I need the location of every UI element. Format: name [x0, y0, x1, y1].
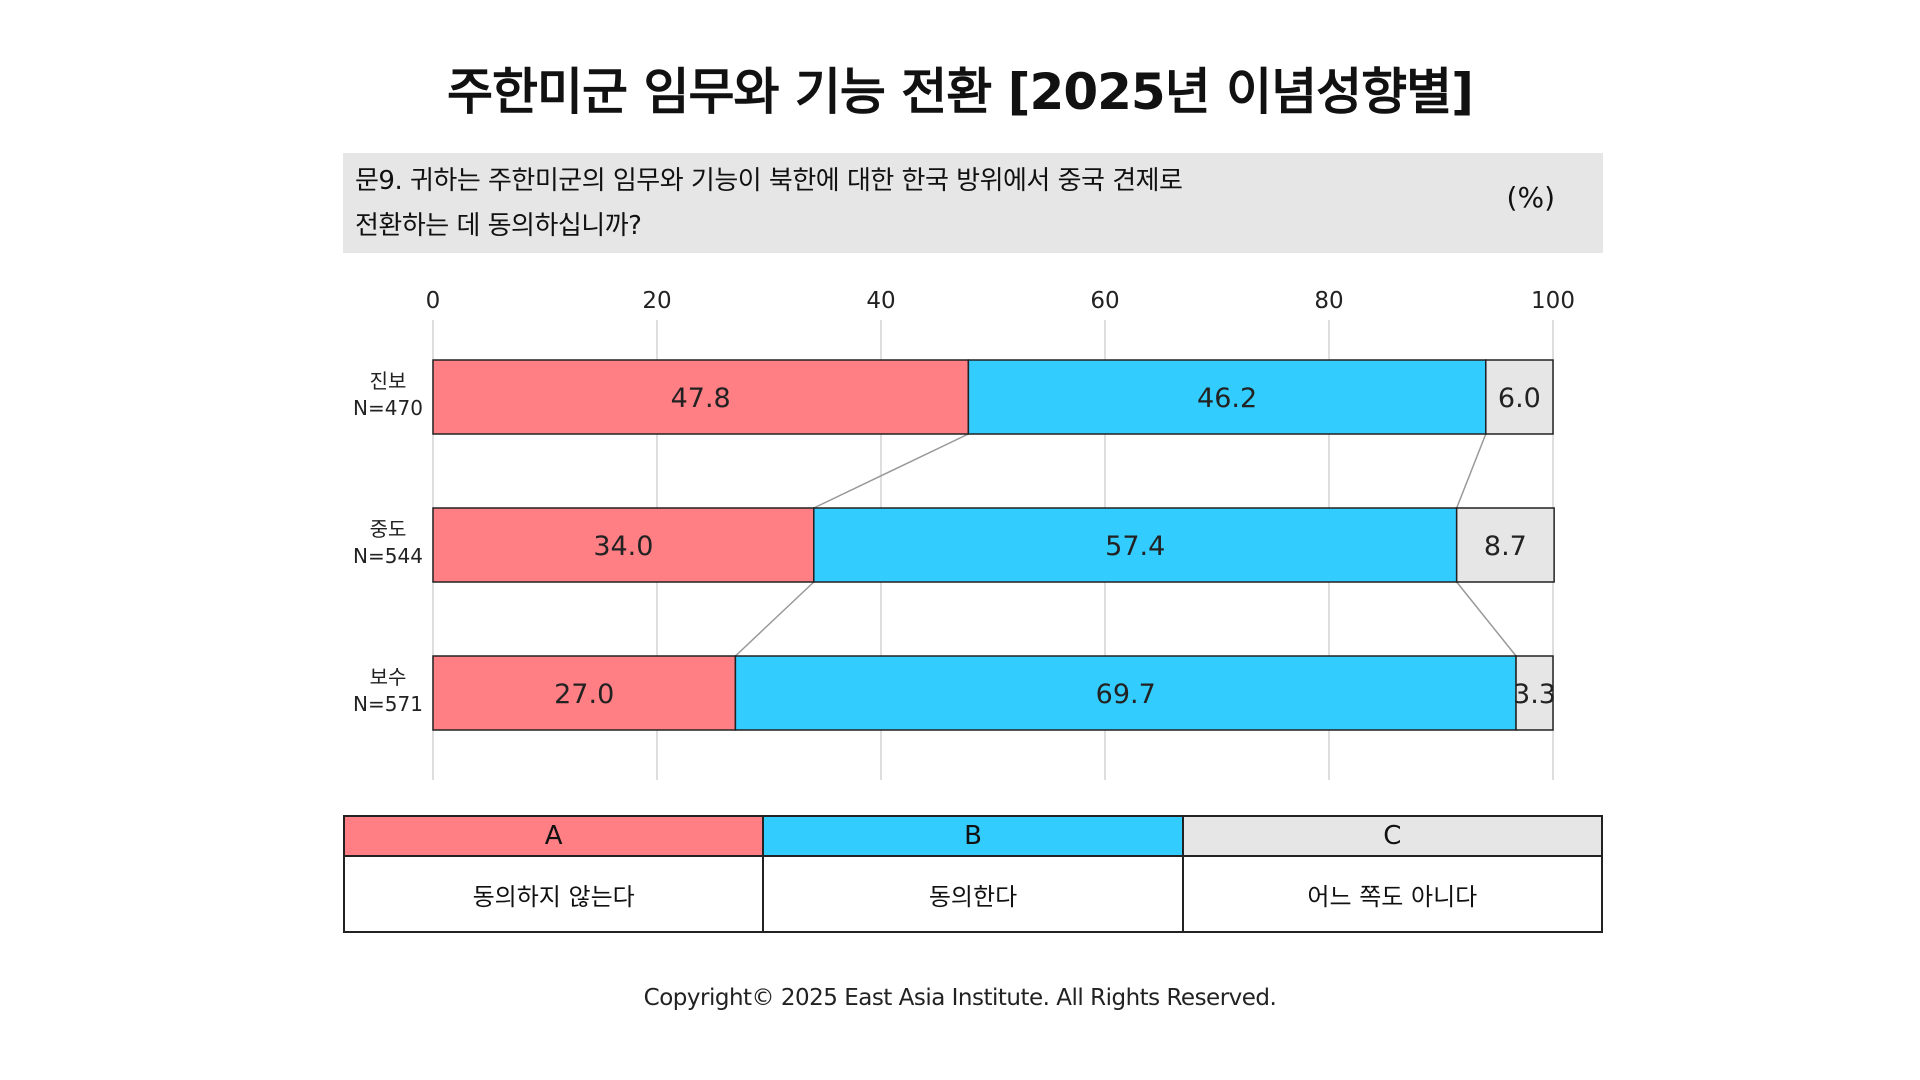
legend-key-a: A — [345, 817, 763, 857]
x-tick-label: 20 — [642, 288, 671, 314]
legend-key-c: C — [1183, 817, 1601, 857]
bar-segment-a — [432, 359, 970, 435]
data-label: 3.3 — [1513, 679, 1556, 710]
bar-segment-b — [734, 655, 1517, 731]
category-label: 보수 — [370, 665, 407, 689]
bar-segment-c — [1515, 655, 1554, 731]
category-label: 진보 — [370, 369, 407, 393]
question-box: 문9. 귀하는 주한미군의 임무와 기능이 북한에 대한 한국 방위에서 중국 … — [343, 153, 1603, 253]
legend-column-c: C 어느 쪽도 아니다 — [1183, 817, 1601, 931]
connector-line — [1456, 581, 1517, 657]
copyright-notice: Copyright© 2025 East Asia Institute. All… — [643, 985, 1277, 1011]
legend-label-b: 동의한다 — [928, 882, 1018, 911]
category-label: N=544 — [353, 544, 423, 568]
category-label: N=571 — [353, 692, 423, 716]
chart-title: 주한미군 임무와 기능 전환 [2025년 이념성향별] — [447, 63, 1474, 121]
legend-label-a: 동의하지 않는다 — [472, 882, 635, 911]
legend-table: A 동의하지 않는다 B 동의한다 C 어느 쪽도 아니다 — [343, 815, 1603, 933]
category-label: N=470 — [353, 396, 423, 420]
unit-label: (%) — [1506, 181, 1555, 214]
bar-segment-c — [1485, 359, 1554, 435]
connector-line — [734, 581, 815, 657]
data-label: 8.7 — [1484, 531, 1527, 562]
x-tick-label: 40 — [866, 288, 895, 314]
data-label: 6.0 — [1498, 383, 1541, 414]
question-text: 문9. 귀하는 주한미군의 임무와 기능이 북한에 대한 한국 방위에서 중국 … — [355, 166, 1183, 241]
bar-segment-a — [432, 507, 815, 583]
legend-key-b: B — [764, 817, 1182, 857]
data-label: 34.0 — [593, 531, 653, 562]
data-label: 47.8 — [671, 383, 731, 414]
connector-line — [813, 433, 969, 509]
x-tick-label: 60 — [1090, 288, 1119, 314]
category-label: 중도 — [370, 517, 407, 541]
x-tick-label: 80 — [1314, 288, 1343, 314]
bar-segment-b — [967, 359, 1487, 435]
legend-column-b: B 동의한다 — [764, 817, 1184, 931]
x-tick-label: 100 — [1531, 288, 1575, 314]
legend-column-a: A 동의하지 않는다 — [345, 817, 765, 931]
bar-segment-b — [813, 507, 1458, 583]
data-label: 27.0 — [554, 679, 614, 710]
bar-segment-c — [1455, 507, 1555, 583]
x-tick-label: 0 — [426, 288, 441, 314]
stacked-bar-chart: 0 20 40 60 80 100 47.8 46.2 6.0 진보 N=470 34.0 57.4 8.… — [353, 288, 1575, 780]
connector-line — [1455, 433, 1487, 509]
bar-segment-a — [432, 655, 737, 731]
data-label: 57.4 — [1105, 531, 1165, 562]
legend-label-c: 어느 쪽도 아니다 — [1307, 882, 1478, 911]
data-label: 69.7 — [1096, 679, 1156, 710]
data-label: 46.2 — [1197, 383, 1257, 414]
